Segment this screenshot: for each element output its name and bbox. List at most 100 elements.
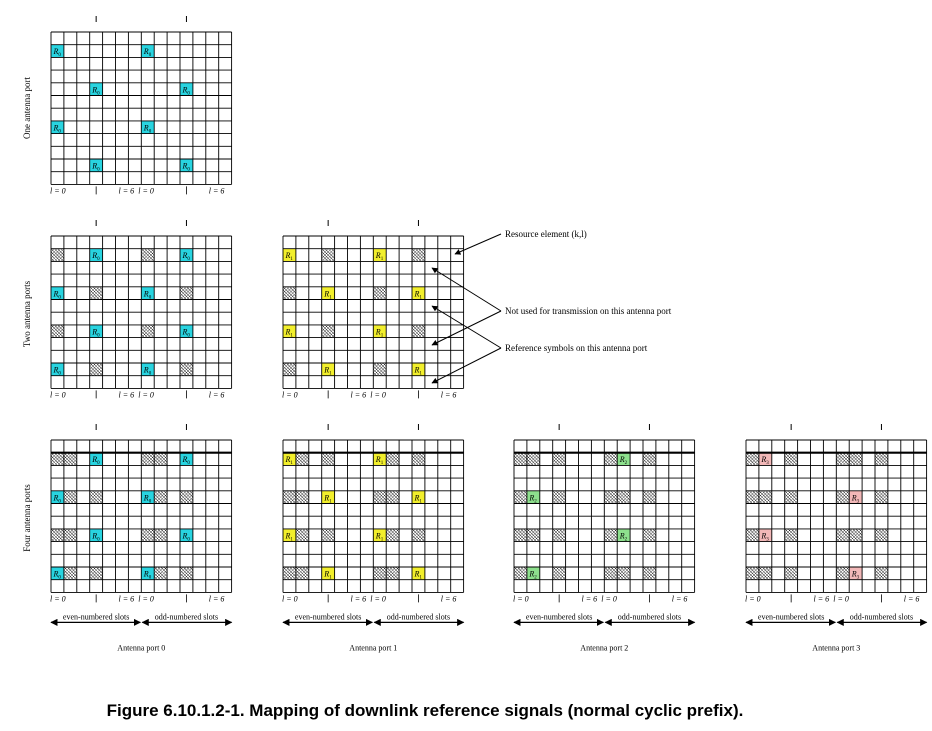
symbol-index-label: l = 6	[119, 594, 135, 603]
reference-symbol-label: R0	[182, 162, 191, 173]
not-used-cell	[141, 452, 155, 466]
row-label-two-ports: Two antenna ports	[22, 280, 32, 347]
symbol-index-label: l = 6	[119, 390, 135, 399]
reference-symbol-label: R0	[182, 327, 191, 338]
reference-symbol-label: R1	[375, 455, 384, 466]
reference-symbol-cell	[51, 490, 64, 504]
symbol-index-label: l = 0	[370, 390, 386, 399]
not-used-cell	[89, 362, 103, 376]
reference-symbol-label: R2	[528, 570, 537, 581]
reference-symbol-cell	[321, 567, 335, 580]
not-used-cell	[617, 566, 631, 580]
annotation-not-used: Not used for transmission on this antenn…	[505, 306, 672, 316]
reference-symbol-label: R3	[851, 570, 860, 581]
not-used-cell	[784, 452, 798, 466]
reference-symbol-cell	[180, 528, 193, 542]
not-used-cell	[758, 490, 772, 504]
reference-symbol-cell	[89, 528, 103, 542]
not-used-cell	[386, 452, 400, 466]
not-used-cell	[552, 566, 566, 580]
reference-symbol-cell	[526, 567, 540, 580]
reference-symbol-cell	[89, 452, 103, 466]
odd-slots-label: odd-numbered slots	[155, 612, 218, 621]
reference-symbol-cell	[758, 452, 772, 466]
symbol-index-label: l = 0	[50, 390, 66, 399]
reference-symbol-label: R0	[143, 493, 152, 504]
reference-symbol-label: R0	[182, 455, 191, 466]
reference-symbol-cell	[89, 324, 103, 338]
reference-symbol-cell	[51, 286, 64, 300]
not-used-cell	[604, 528, 618, 542]
arrow-resource-element	[454, 233, 502, 255]
even-slots-label: even-numbered slots	[295, 612, 361, 621]
reference-symbol-cell	[89, 159, 103, 172]
reference-symbol-label: R0	[182, 85, 191, 96]
reference-symbol-cell	[283, 248, 296, 262]
reference-symbol-label: R1	[323, 570, 332, 581]
reference-symbol-label: R0	[143, 123, 152, 134]
reference-symbol-cell	[283, 452, 296, 466]
not-used-cell	[154, 566, 168, 580]
arrow-reference-1	[431, 305, 502, 349]
not-used-cell	[513, 528, 528, 542]
symbol-index-label: l = 0	[745, 594, 761, 603]
reference-symbol-label: R1	[414, 366, 423, 377]
not-used-cell	[836, 490, 850, 504]
reference-symbol-cell	[849, 567, 863, 580]
reference-symbol-label: R0	[182, 531, 191, 542]
not-used-cell	[552, 528, 566, 542]
reference-symbol-label: R0	[143, 366, 152, 377]
reference-symbol-cell	[89, 82, 103, 96]
odd-slots-label: odd-numbered slots	[387, 612, 450, 621]
reference-symbol-cell	[412, 490, 425, 504]
not-used-cell	[836, 528, 850, 542]
even-slots-label: even-numbered slots	[63, 612, 129, 621]
reference-symbol-label: R0	[53, 123, 62, 134]
reference-symbol-label: R0	[53, 47, 62, 58]
not-used-cell	[141, 528, 155, 542]
reference-symbol-label: R2	[528, 493, 537, 504]
reference-symbol-label: R0	[143, 570, 152, 581]
antenna-port-label: Antenna port 0	[117, 643, 165, 652]
reference-symbol-cell	[412, 363, 425, 376]
not-used-cell	[411, 528, 426, 542]
not-used-cell	[386, 566, 400, 580]
not-used-cell	[373, 286, 387, 300]
not-used-cell	[745, 490, 760, 504]
reference-symbol-label: R0	[91, 455, 100, 466]
not-used-cell	[282, 566, 297, 580]
reference-symbol-cell	[321, 363, 335, 376]
grid-lines	[50, 439, 233, 593]
reference-symbol-cell	[849, 490, 863, 504]
antenna-port-label: Antenna port 3	[812, 643, 860, 652]
reference-symbol-label: R0	[53, 366, 62, 377]
symbol-index-label: l = 6	[672, 594, 688, 603]
reference-symbol-cell	[321, 490, 335, 504]
not-used-cell	[874, 452, 889, 466]
grid-lines	[745, 439, 928, 593]
reference-symbol-cell	[321, 286, 335, 300]
symbol-index-label: l = 6	[209, 390, 225, 399]
reference-symbol-cell	[141, 363, 155, 376]
not-used-cell	[154, 452, 168, 466]
reference-symbol-label: R1	[375, 327, 384, 338]
antenna-port-label: Antenna port 2	[580, 643, 628, 652]
not-used-cell	[784, 528, 798, 542]
not-used-cell	[836, 566, 850, 580]
not-used-cell	[50, 324, 65, 338]
not-used-cell	[50, 248, 65, 262]
not-used-cell	[604, 490, 618, 504]
not-used-cell	[745, 528, 760, 542]
reference-symbol-label: R3	[760, 455, 769, 466]
not-used-cell	[617, 490, 631, 504]
reference-symbol-cell	[373, 248, 387, 262]
grid-lines	[282, 235, 465, 389]
row-label-four-ports: Four antenna ports	[22, 484, 32, 552]
not-used-cell	[141, 324, 155, 338]
not-used-cell	[552, 490, 566, 504]
reference-symbol-label: R0	[91, 251, 100, 262]
not-used-cell	[321, 248, 335, 262]
not-used-cell	[50, 452, 65, 466]
reference-symbol-label: R0	[143, 289, 152, 300]
not-used-cell	[526, 528, 540, 542]
